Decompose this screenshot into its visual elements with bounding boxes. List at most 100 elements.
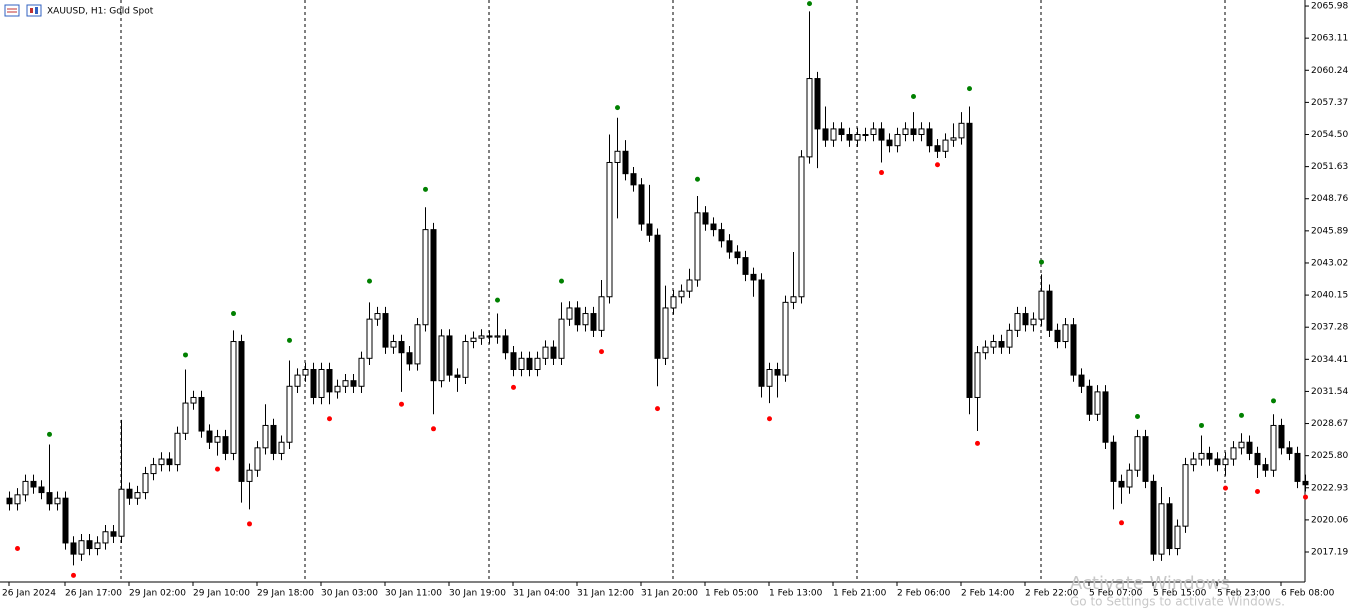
y-tick-label: 2060.24: [1311, 66, 1348, 76]
candle-body: [182, 402, 189, 434]
candle-body: [294, 374, 301, 387]
candle-body: [814, 78, 821, 130]
candle-body: [582, 313, 589, 326]
candle-body: [502, 335, 509, 354]
candle-body: [606, 161, 613, 298]
x-tick-label: 30 Jan 11:00: [385, 589, 442, 599]
candle-body: [798, 156, 805, 298]
candle-body: [254, 447, 261, 471]
candle-body: [278, 441, 285, 454]
candle-body: [558, 318, 565, 359]
candle-body: [166, 458, 173, 466]
candle-body: [1278, 424, 1285, 449]
fractal-dot: [511, 384, 516, 390]
candle-body: [646, 223, 653, 236]
fractal-dot: [559, 278, 564, 284]
candle-body: [878, 128, 885, 141]
fractal-dot: [495, 297, 500, 303]
candle-body: [982, 346, 989, 354]
y-tick-label: 2028.67: [1311, 419, 1348, 429]
candle-body: [1110, 441, 1117, 482]
candle-body: [222, 436, 229, 454]
candle-body: [118, 488, 125, 537]
candle-body: [774, 368, 781, 376]
candle-body: [422, 229, 429, 326]
candle-body: [894, 134, 901, 147]
candle-body: [662, 307, 669, 359]
candle-body: [758, 279, 765, 387]
candle-body: [310, 368, 317, 398]
candle-body: [742, 257, 749, 275]
candle-body: [1062, 324, 1069, 343]
candle-body: [830, 128, 837, 141]
candle-body: [14, 494, 21, 505]
candle-body: [1022, 313, 1029, 326]
candle-body: [54, 497, 61, 505]
candle-body: [30, 480, 37, 488]
candle-body: [942, 139, 949, 152]
fractal-dot: [1199, 422, 1204, 428]
candle-body: [1246, 441, 1253, 454]
candle-body: [486, 335, 493, 338]
candle-body: [534, 357, 541, 370]
fractal-dot: [599, 349, 604, 355]
candle-body: [654, 234, 661, 359]
x-tick-label: 2 Feb 22:00: [1025, 589, 1079, 599]
candle-body: [1254, 452, 1261, 466]
candle-body: [1014, 313, 1021, 331]
candle-body: [206, 430, 213, 443]
candle-body: [174, 432, 181, 466]
x-tick-label: 30 Jan 03:00: [321, 589, 378, 599]
candle-body: [958, 122, 965, 139]
candle-body: [78, 540, 85, 555]
fractal-dot: [215, 466, 220, 472]
candle-body: [934, 145, 941, 152]
y-tick-label: 2031.54: [1311, 387, 1348, 397]
x-tick-label: 29 Jan 10:00: [193, 589, 250, 599]
candle-body: [1102, 391, 1109, 443]
fractal-dot: [431, 426, 436, 432]
candle-body: [870, 128, 877, 136]
y-tick-label: 2034.41: [1311, 355, 1348, 365]
candle-body: [822, 128, 829, 141]
fractal-dot: [1135, 413, 1140, 419]
fractal-dot: [247, 521, 252, 527]
candle-body: [406, 352, 413, 365]
candle-body: [638, 184, 645, 225]
y-tick-label: 2022.93: [1311, 483, 1348, 493]
candle-body: [334, 385, 341, 393]
y-tick-label: 2025.80: [1311, 451, 1348, 461]
candle-body: [862, 134, 869, 137]
x-tick-label: 29 Jan 02:00: [129, 589, 186, 599]
candle-body: [198, 396, 205, 432]
watermark: Go to Settings to activate Windows.: [1070, 595, 1285, 608]
candle-body: [1238, 441, 1245, 449]
x-tick-label: 5 Feb 23:00: [1217, 589, 1271, 599]
candle-body: [1142, 436, 1149, 482]
candle-body: [86, 540, 93, 550]
fractal-dot: [1223, 485, 1228, 491]
icon: [26, 4, 42, 17]
candle-body: [110, 531, 117, 537]
candle-body: [526, 357, 533, 370]
candle-body: [734, 251, 741, 259]
candle-body: [134, 492, 141, 499]
fractal-dot: [695, 176, 700, 182]
x-tick-label: 30 Jan 19:00: [449, 589, 506, 599]
chart-title: XAUUSD, H1: Gold Spot: [47, 7, 154, 17]
candle-body: [950, 137, 957, 141]
candle-body: [1222, 458, 1229, 466]
candle-body: [766, 368, 773, 387]
candle-body: [430, 229, 437, 382]
fractal-dot: [615, 105, 620, 111]
candle-body: [22, 480, 29, 496]
y-tick-label: 2054.50: [1311, 130, 1348, 140]
candle-body: [542, 346, 549, 359]
icon: [35, 7, 38, 14]
fractal-dot: [423, 186, 428, 192]
candle-body: [102, 531, 109, 544]
candle-body: [1214, 458, 1221, 466]
candle-body: [318, 368, 325, 398]
candle-body: [1270, 424, 1277, 471]
